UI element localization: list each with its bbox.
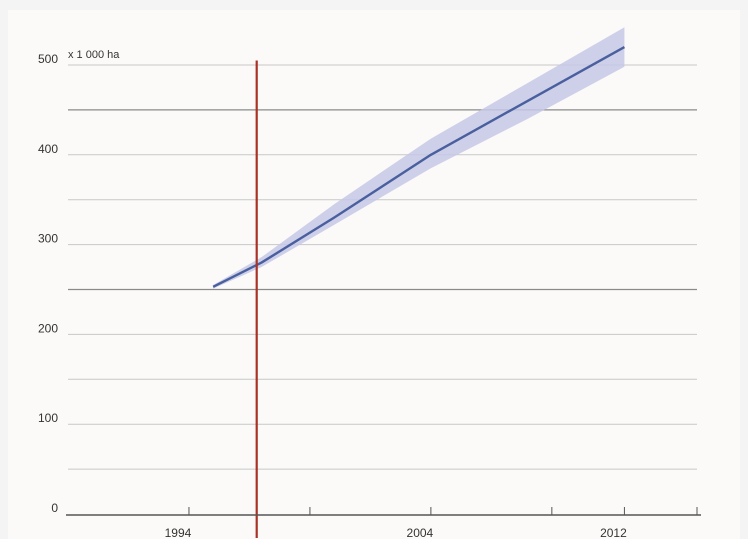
- unit-label: x 1 000 ha: [68, 49, 120, 61]
- confidence-band-layer: [213, 27, 625, 289]
- series-line-layer: [212, 45, 626, 288]
- y-tick-label-0: 0: [51, 501, 58, 515]
- confidence-band-0: [213, 27, 625, 289]
- chart-panel: [8, 10, 740, 539]
- tick-labels: 0 100 200 300 400 500 1994 2004 2012: [38, 52, 627, 539]
- x-tick-label-1994: 1994: [165, 526, 192, 539]
- series-line-0: [212, 45, 626, 288]
- y-tick-label-300: 300: [38, 232, 58, 246]
- x-axis: [66, 507, 701, 516]
- x-tick-label-2012: 2012: [600, 526, 627, 539]
- y-tick-label-100: 100: [38, 411, 58, 425]
- y-tick-label-400: 400: [38, 142, 58, 156]
- y-tick-label-200: 200: [38, 321, 58, 335]
- y-tick-label-500: 500: [38, 52, 58, 66]
- x-tick-label-2004: 2004: [407, 526, 434, 539]
